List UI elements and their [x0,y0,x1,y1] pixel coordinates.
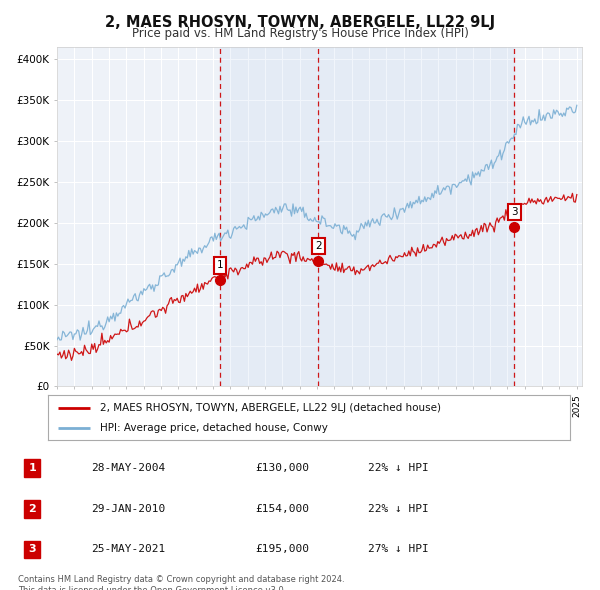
Text: Contains HM Land Registry data © Crown copyright and database right 2024.
This d: Contains HM Land Registry data © Crown c… [18,575,344,590]
Text: 25-MAY-2021: 25-MAY-2021 [91,545,166,555]
Bar [220,47,318,386]
Text: 1: 1 [28,463,36,473]
Text: 27% ↓ HPI: 27% ↓ HPI [368,545,428,555]
Text: 2: 2 [315,241,322,251]
Text: 2, MAES RHOSYN, TOWYN, ABERGELE, LL22 9LJ (detached house): 2, MAES RHOSYN, TOWYN, ABERGELE, LL22 9L… [100,403,441,412]
Text: £154,000: £154,000 [255,504,309,514]
Bar [318,47,514,386]
Text: 3: 3 [511,207,518,217]
Text: £130,000: £130,000 [255,463,309,473]
Text: 3: 3 [28,545,36,555]
Text: 2, MAES RHOSYN, TOWYN, ABERGELE, LL22 9LJ: 2, MAES RHOSYN, TOWYN, ABERGELE, LL22 9L… [105,15,495,30]
Text: 22% ↓ HPI: 22% ↓ HPI [368,463,428,473]
Text: 22% ↓ HPI: 22% ↓ HPI [368,504,428,514]
Text: 28-MAY-2004: 28-MAY-2004 [91,463,166,473]
Text: Price paid vs. HM Land Registry's House Price Index (HPI): Price paid vs. HM Land Registry's House … [131,27,469,40]
Text: £195,000: £195,000 [255,545,309,555]
Text: HPI: Average price, detached house, Conwy: HPI: Average price, detached house, Conw… [100,424,328,434]
Text: 2: 2 [28,504,36,514]
Text: 1: 1 [217,260,223,270]
Text: 29-JAN-2010: 29-JAN-2010 [91,504,166,514]
